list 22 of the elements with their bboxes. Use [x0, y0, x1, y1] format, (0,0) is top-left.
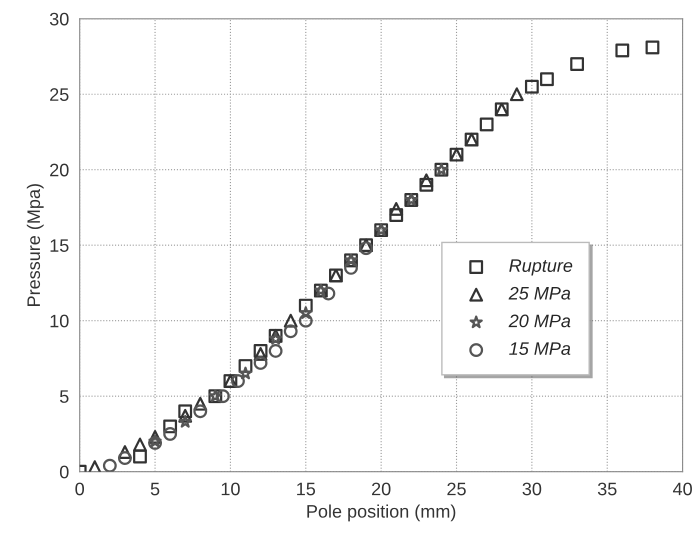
y-tick-label: 0 [60, 466, 69, 478]
x-tick-label: 40 [672, 482, 692, 496]
x-axis-title: Pole position (mm) [307, 504, 456, 522]
x-tick-label: 20 [372, 482, 390, 496]
y-tick-label: 10 [50, 314, 69, 328]
x-tick-label: 25 [447, 482, 466, 496]
x-tick-label: 5 [150, 482, 160, 496]
y-tick-label: 15 [50, 239, 69, 252]
y-tick-label: 20 [50, 164, 69, 176]
y-tick-label: 5 [60, 390, 69, 403]
x-tick-label: 30 [522, 482, 542, 496]
y-axis-title: Pressure (Mpa) [26, 184, 44, 306]
y-tick-label: 25 [50, 88, 69, 101]
x-tick-label: 10 [222, 482, 240, 496]
x-tick-label: 35 [598, 482, 617, 496]
legend-label: 25 MPa [508, 286, 570, 300]
legend-label: 20 MPa [508, 314, 570, 328]
y-tick-label: 30 [50, 12, 69, 26]
x-tick-label: 0 [75, 482, 84, 496]
legend-label: 15 MPa [509, 342, 570, 355]
x-tick-label: 15 [297, 482, 316, 496]
legend-label: Rupture [509, 259, 572, 276]
